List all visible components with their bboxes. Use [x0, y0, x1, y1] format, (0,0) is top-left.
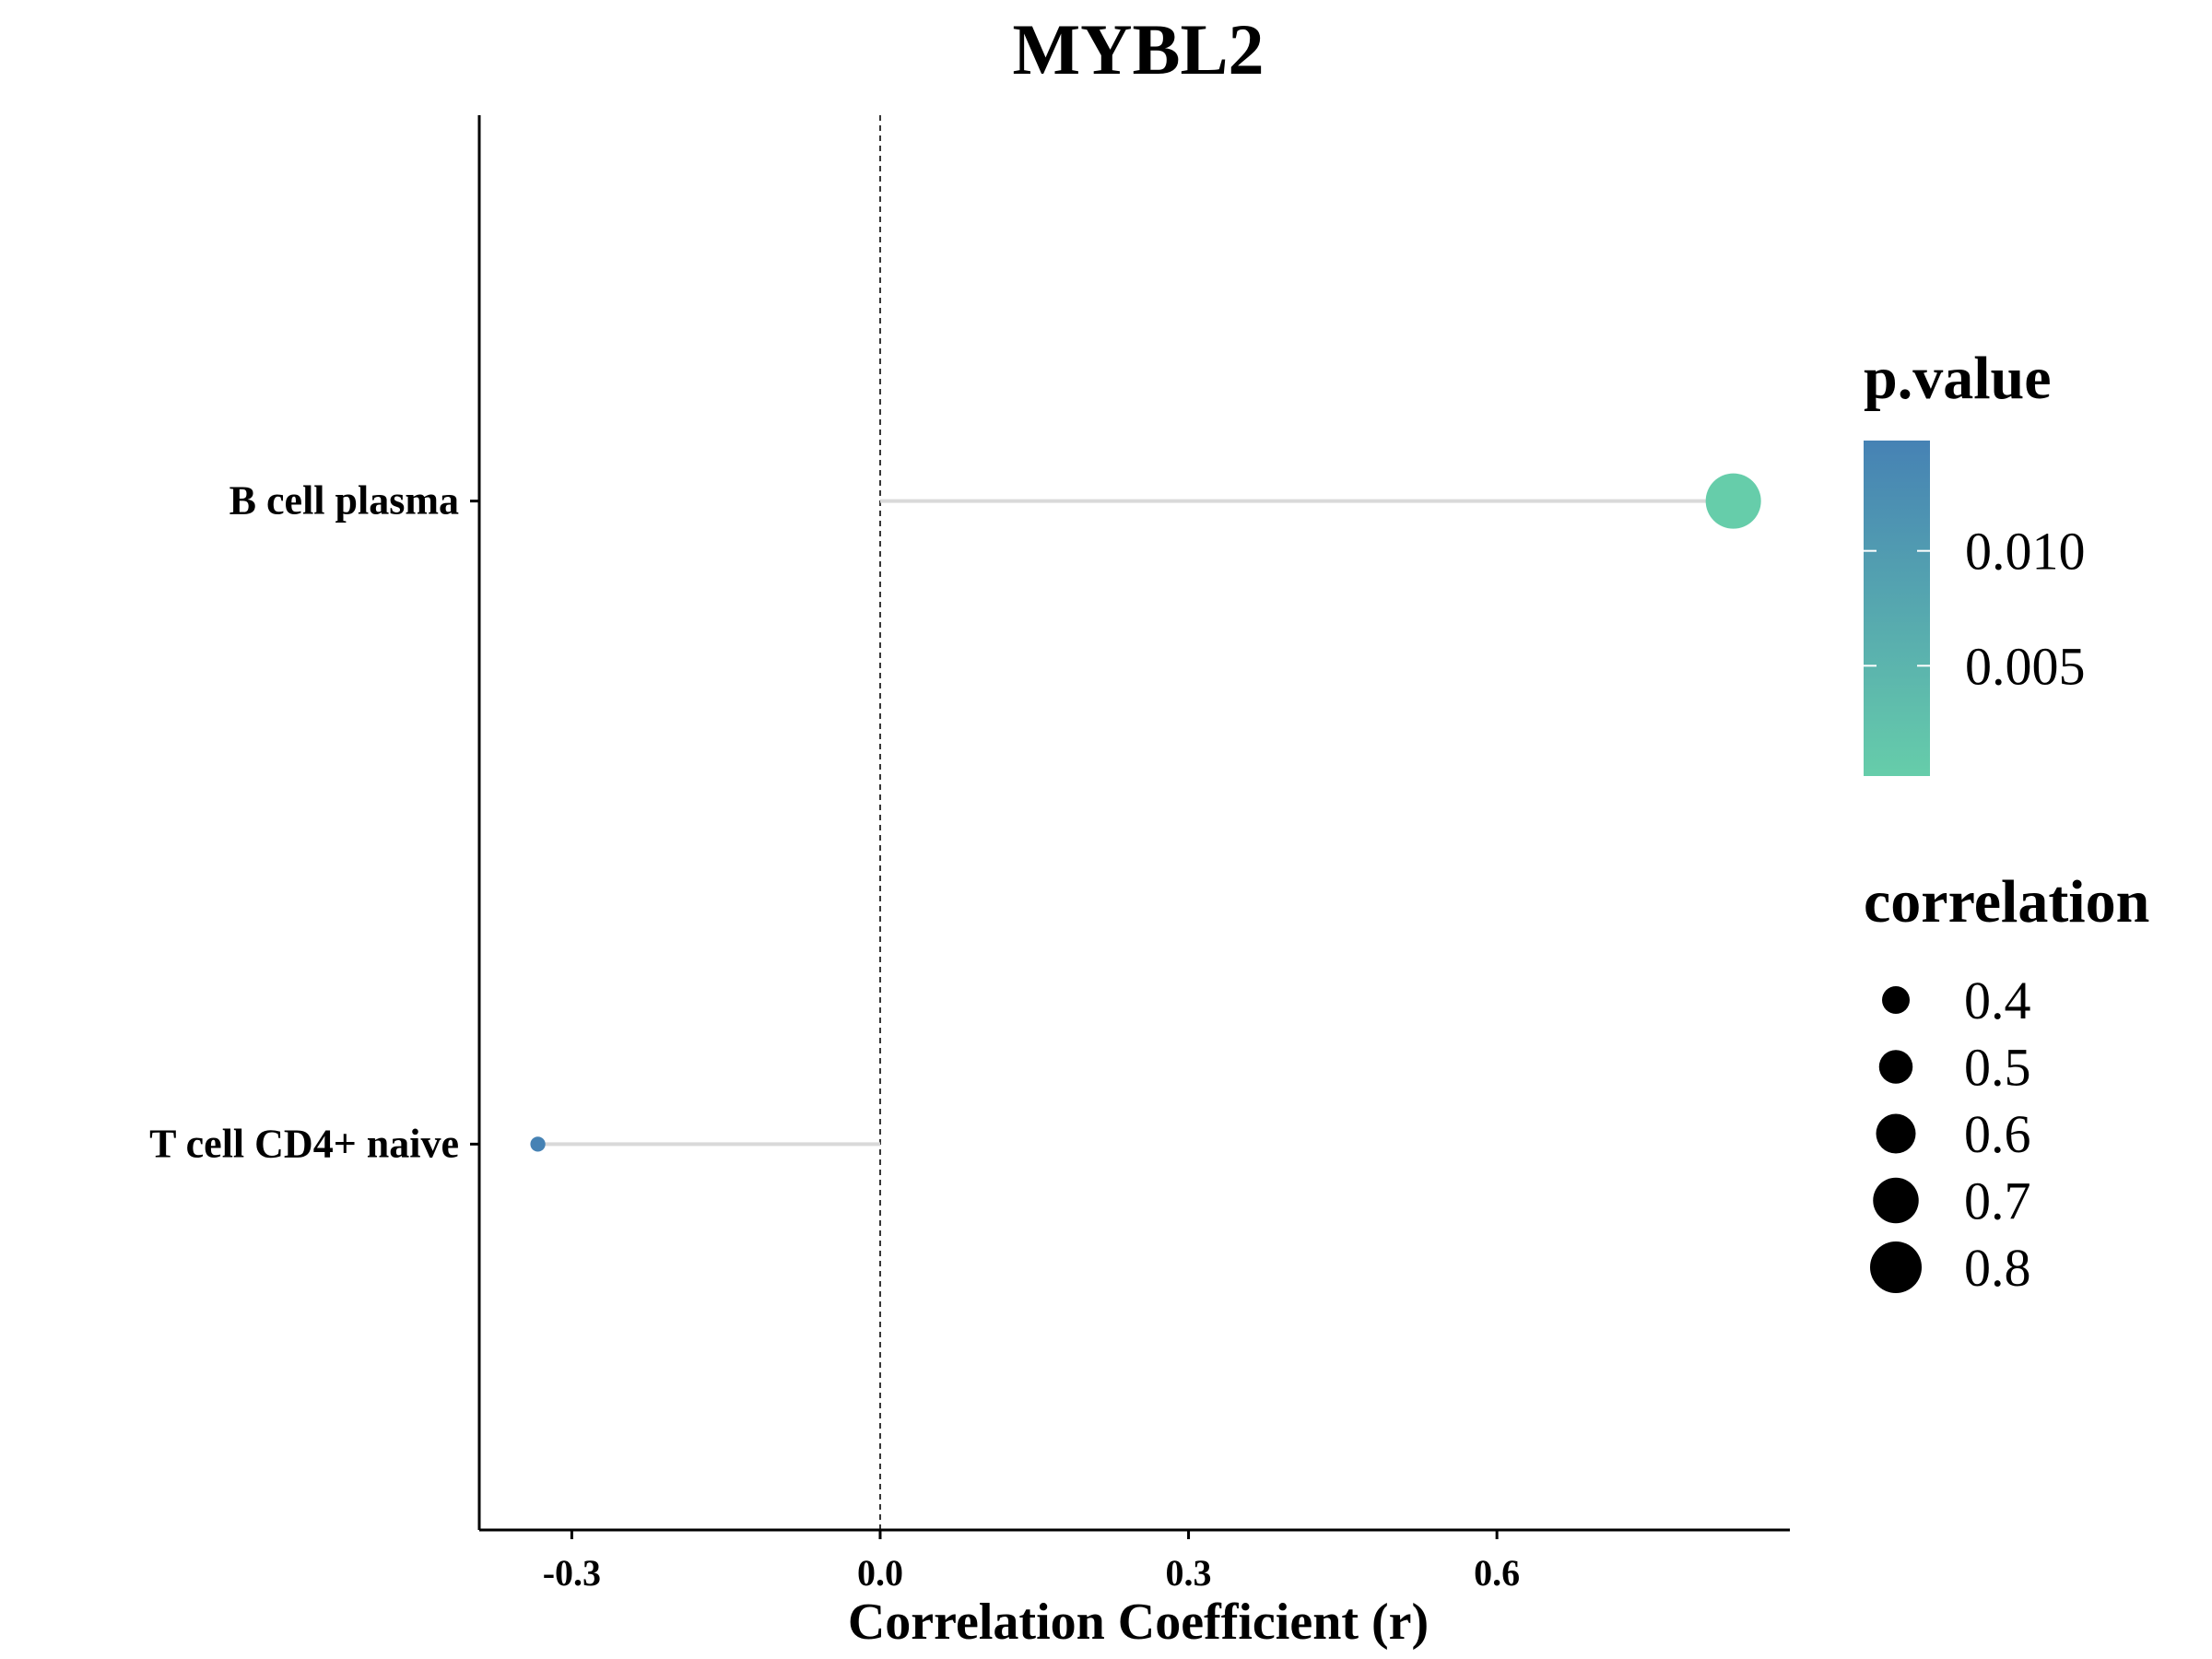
size-key-label: 0.6	[1964, 1104, 2031, 1164]
p-value-legend: p.value 0.010 0.005	[1864, 345, 2086, 776]
x-tick-label: 0.6	[1474, 1552, 1520, 1594]
size-key-label: 0.5	[1964, 1038, 2031, 1098]
colorbar-tick-label: 0.005	[1965, 636, 2086, 696]
size-key-circle	[1870, 1241, 1922, 1293]
y-tick-label: B cell plasma	[229, 478, 459, 524]
size-key-circle	[1873, 1177, 1919, 1224]
size-key-label: 0.4	[1964, 971, 2031, 1030]
p-value-legend-title: p.value	[1864, 345, 2052, 412]
size-key-circle	[1878, 1050, 1913, 1084]
lollipop-point	[530, 1136, 546, 1152]
size-key-circle	[1876, 1113, 1916, 1154]
plot-area: B cell plasma T cell CD4+ naive -0.3 0.0 0.3…	[149, 115, 1790, 1594]
chart-title: MYBL2	[1013, 9, 1265, 89]
correlation-legend: correlation 0.4 0.50.6 0.7 0.8	[1864, 868, 2149, 1298]
x-tick-label: 0.3	[1166, 1552, 1212, 1594]
y-tick-label: T cell CD4+ naive	[149, 1121, 459, 1166]
size-key-label: 0.8	[1964, 1238, 2031, 1298]
p-value-colorbar	[1864, 441, 1930, 776]
x-axis-title: Correlation Coefficient (r)	[848, 1594, 1429, 1651]
x-tick-label: 0.0	[857, 1552, 903, 1594]
colorbar-tick-label: 0.010	[1965, 522, 2086, 582]
correlation-legend-title: correlation	[1864, 868, 2149, 935]
size-key-label: 0.7	[1964, 1171, 2031, 1231]
size-key-circle	[1882, 986, 1910, 1014]
lollipop-point	[1705, 473, 1761, 529]
x-tick-label: -0.3	[543, 1552, 601, 1594]
